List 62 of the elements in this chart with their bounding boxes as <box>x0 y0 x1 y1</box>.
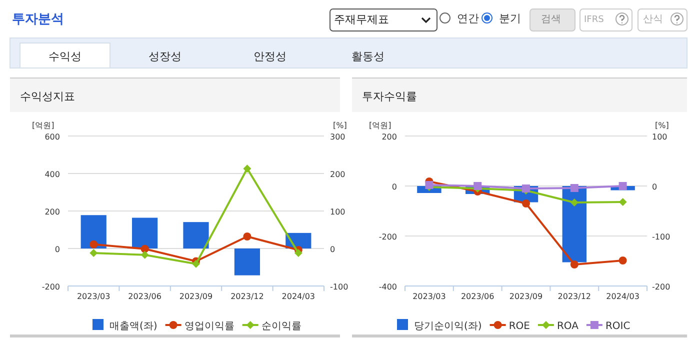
y2-tick-label: -200 <box>652 282 670 292</box>
legend-label: ROA <box>556 321 579 332</box>
bar <box>80 215 106 248</box>
y-tick-label: 200 <box>44 208 60 216</box>
y2-tick-label: 300 <box>330 132 346 142</box>
point <box>618 198 627 206</box>
point <box>192 260 200 268</box>
y2-tick-label: 100 <box>652 132 668 142</box>
point <box>570 184 578 192</box>
x-tick-label: 2023/03 <box>412 292 446 301</box>
point <box>243 164 252 173</box>
point <box>570 260 578 268</box>
point <box>90 240 98 248</box>
y-tick-label: -200 <box>378 232 397 242</box>
x-tick-label: 2023/06 <box>460 292 494 301</box>
point <box>522 200 530 208</box>
y-tick-label: 400 <box>44 170 60 179</box>
y2-tick-label: -100 <box>330 282 348 292</box>
point <box>140 250 149 259</box>
legend-label: 영업이익률 <box>184 321 234 332</box>
bar <box>183 222 209 248</box>
y-axis-title: [억원] <box>32 121 54 130</box>
bar <box>132 218 158 248</box>
point <box>570 198 578 206</box>
legend-label: 당기순이익(좌) <box>414 321 482 332</box>
page-header: 투자분석 주재무제표 연간 분기 검색 IFRS 산식 수익성 성장성 안정성 활동성 <box>10 8 688 68</box>
x-tick-label: 2023/12 <box>558 292 592 301</box>
y2-tick-label: 200 <box>330 170 346 179</box>
x-tick-label: 2023/09 <box>179 292 213 301</box>
point <box>474 182 482 190</box>
y2-axis-title: [%] <box>333 121 347 130</box>
legend-label: ROE <box>508 321 530 332</box>
y2-tick-label: -100 <box>652 232 670 242</box>
y-tick-label: 0 <box>392 182 397 192</box>
x-tick-label: 2023/12 <box>230 292 264 301</box>
point <box>618 182 627 190</box>
legend-label: 순이익률 <box>261 321 302 332</box>
x-tick-label: 2024/03 <box>606 292 640 301</box>
y-tick-label: -400 <box>378 282 397 292</box>
y-tick-label: 200 <box>382 132 397 142</box>
x-tick-label: 2023/03 <box>76 292 110 301</box>
y-axis-title: [억원] <box>369 121 392 130</box>
y-tick-label: -200 <box>42 282 60 292</box>
legend-label: ROIC <box>605 321 630 332</box>
y-tick-label: 600 <box>44 132 60 142</box>
x-tick-label: 2024/03 <box>282 292 316 301</box>
chart-title: 수익성지표 <box>20 90 75 103</box>
chart-title: 투자수익률 <box>362 90 417 103</box>
y2-tick-label: 100 <box>330 208 346 216</box>
y-tick-label: 0 <box>54 245 60 254</box>
point <box>90 249 98 257</box>
point <box>140 244 149 253</box>
point <box>294 249 302 257</box>
x-tick-label: 2023/06 <box>128 292 162 301</box>
y2-axis-title: [%] <box>655 121 669 130</box>
point <box>243 232 252 240</box>
x-tick-label: 2023/09 <box>509 292 543 301</box>
y2-tick-label: 0 <box>652 182 658 192</box>
point <box>618 256 627 264</box>
y2-tick-label: 0 <box>330 245 336 254</box>
bar <box>234 248 260 276</box>
legend-label: 매출액(좌) <box>110 321 158 332</box>
